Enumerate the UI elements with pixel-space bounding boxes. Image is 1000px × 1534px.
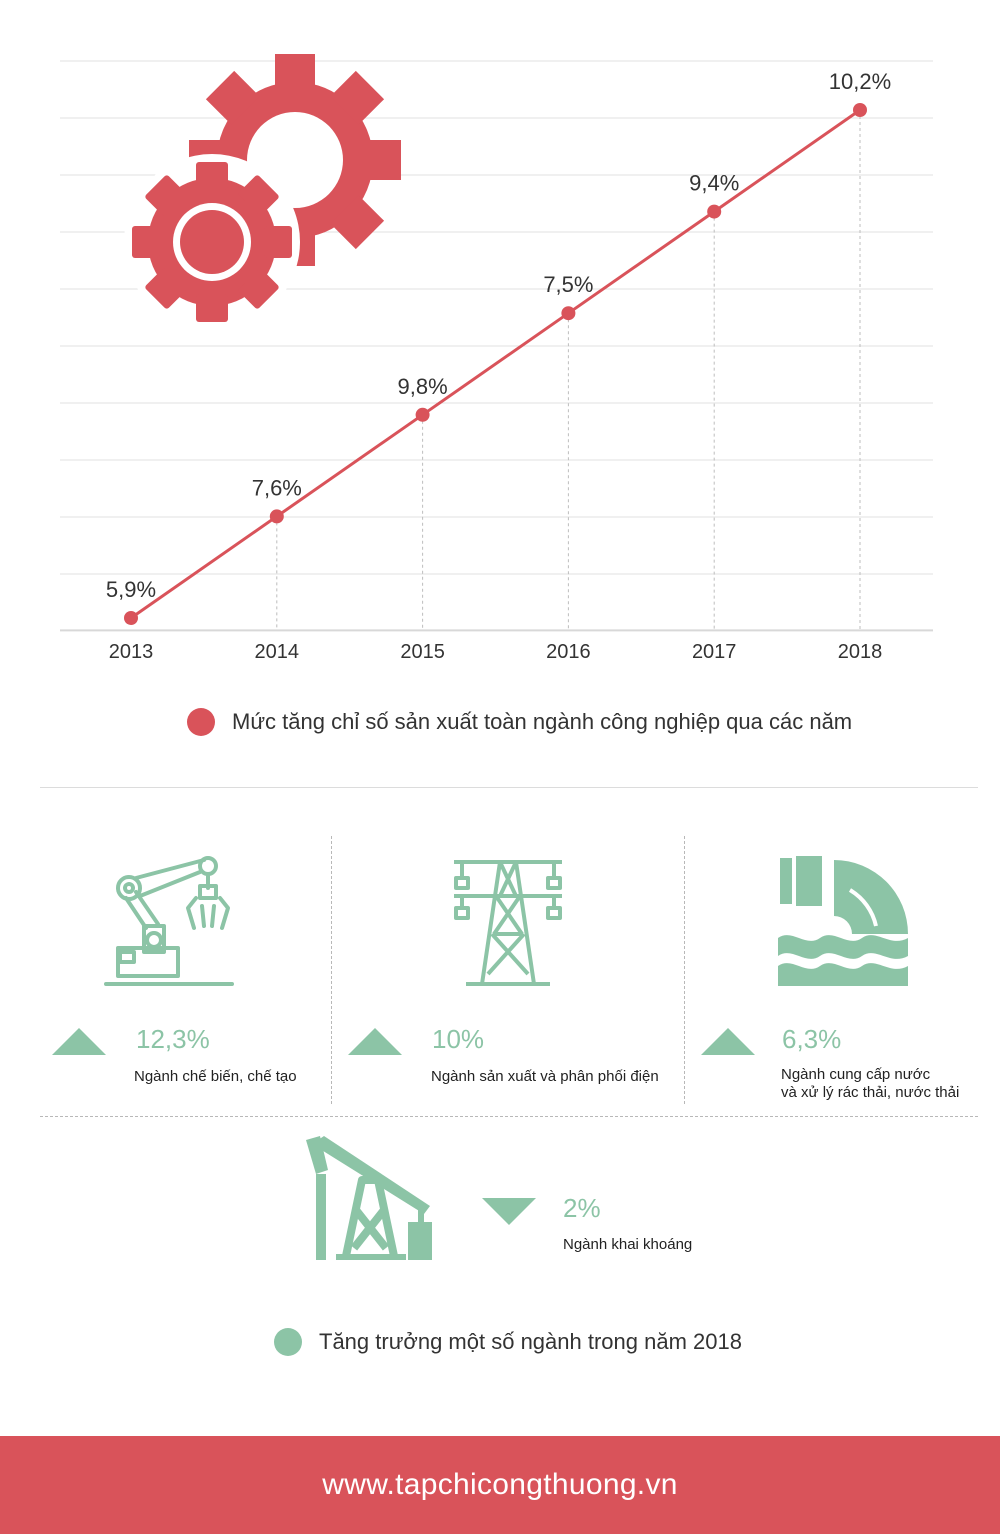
trend-up-icon	[348, 1028, 402, 1055]
chart-legend-label: Mức tăng chỉ số sản xuất toàn ngành công…	[232, 709, 853, 734]
chart-x-tick-labels-group: 2013 2014 2015 2016 2017 2018	[109, 641, 883, 663]
chart-point	[561, 306, 576, 321]
industries-legend-marker	[274, 1328, 302, 1356]
chart-legend-marker	[187, 708, 215, 736]
column-divider	[684, 836, 685, 1104]
industries-legend: Tăng trưởng một số ngành trong năm 2018	[274, 1328, 742, 1356]
trend-up-icon	[701, 1028, 755, 1055]
trend-up-icon	[52, 1028, 106, 1055]
industry-label-line: Ngành cung cấp nước	[781, 1066, 931, 1083]
industry-label: Ngành cung cấp nước và xử lý rác thải, n…	[781, 1066, 959, 1102]
chart-x-tick-label: 2017	[692, 641, 737, 663]
chart-x-tick-label: 2015	[400, 641, 445, 663]
oil-pump-icon	[306, 1136, 432, 1260]
chart-points-group	[124, 103, 867, 625]
chart-data-label: 5,9%	[106, 577, 156, 602]
industry-label: Ngành chế biến, chế tạo	[134, 1068, 297, 1085]
line-chart: 5,9%7,6%9,8%7,5%9,4%10,2% 2013 2014 2015 20…	[60, 54, 933, 663]
chart-x-tick-label: 2014	[255, 641, 300, 663]
chart-series-line-group	[130, 108, 861, 620]
chart-x-tick-label: 2016	[546, 641, 591, 663]
chart-data-labels-group: 5,9% 7,6% 9,8% 7,5% 9,4% 10,2%	[106, 69, 891, 602]
chart-point	[707, 204, 722, 219]
chart-data-label: 9,8%	[398, 374, 448, 399]
chart-data-label: 9,4%	[689, 171, 739, 196]
chart-data-label: 7,5%	[543, 272, 593, 297]
chart-legend: Mức tăng chỉ số sản xuất toàn ngành công…	[187, 708, 852, 736]
industry-label: Ngành sản xuất và phân phối điện	[431, 1068, 659, 1085]
gears-icon	[124, 54, 401, 330]
trend-down-icon	[482, 1198, 536, 1225]
chart-x-tick-label: 2018	[838, 641, 883, 663]
industry-value: 12,3%	[136, 1024, 210, 1054]
industries-legend-label: Tăng trưởng một số ngành trong năm 2018	[319, 1329, 742, 1354]
chart-x-tick-label: 2013	[109, 641, 154, 663]
chart-data-label: 7,6%	[252, 475, 302, 500]
industry-value: 6,3%	[782, 1024, 842, 1054]
chart-dropline-group	[276, 110, 861, 630]
water-pipe-icon	[778, 856, 908, 986]
industry-label: Ngành khai khoáng	[563, 1236, 693, 1253]
power-tower-icon	[454, 860, 562, 986]
industry-value: 10%	[432, 1024, 485, 1054]
chart-point	[415, 407, 430, 422]
chart-series-line	[130, 108, 861, 620]
chart-point	[269, 509, 284, 524]
column-divider	[331, 836, 332, 1104]
section-divider	[40, 787, 978, 788]
footer-banner: www.tapchicongthuong.vn	[0, 1436, 1000, 1534]
industry-value: 2%	[563, 1193, 601, 1223]
chart-data-label: 10,2%	[829, 69, 891, 94]
section-divider	[40, 1116, 978, 1117]
footer-site-url[interactable]: www.tapchicongthuong.vn	[322, 1468, 678, 1501]
chart-point	[853, 103, 867, 117]
chart-point	[124, 611, 138, 625]
robot-arm-icon	[104, 856, 234, 986]
industry-label-line: và xử lý rác thải, nước thải	[781, 1084, 960, 1101]
